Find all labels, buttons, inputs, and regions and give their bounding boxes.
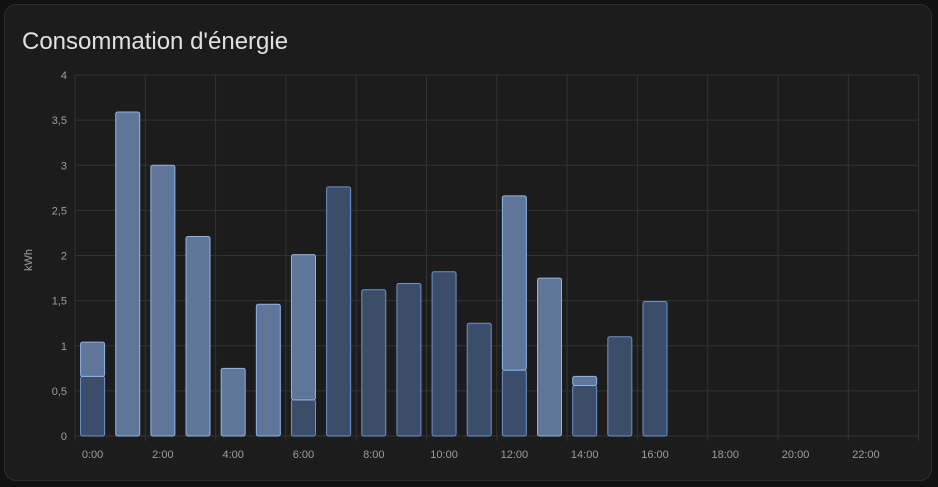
energy-card: Consommation d'énergie 0 0,5 1 1,5 2 2,5 3 3,5 4… bbox=[4, 4, 932, 481]
x-axis-ticks: 0:00 2:00 4:00 6:00 8:00 10:00 12:00 14:00 16:00… bbox=[82, 449, 880, 461]
bar-segment-dark bbox=[80, 375, 106, 437]
bar-segment-light bbox=[220, 367, 246, 437]
y-tick-label: 2,5 bbox=[52, 205, 67, 217]
bar-segment-dark bbox=[572, 384, 598, 437]
y-tick-label: 3 bbox=[61, 160, 67, 172]
x-tick-label: 4:00 bbox=[222, 449, 243, 461]
bar-segment-dark bbox=[431, 271, 457, 437]
x-tick-label: 10:00 bbox=[430, 449, 458, 461]
bar-segment-light bbox=[501, 195, 527, 371]
chart-bars bbox=[80, 111, 668, 437]
bar-segment-light bbox=[572, 375, 598, 386]
x-tick-label: 2:00 bbox=[152, 449, 173, 461]
x-tick-label: 18:00 bbox=[712, 449, 740, 461]
y-tick-label: 1 bbox=[61, 341, 67, 353]
bar-segment-light bbox=[290, 254, 316, 401]
y-axis-ticks: 0 0,5 1 1,5 2 2,5 3 3,5 4 bbox=[52, 70, 67, 443]
bar-segment-dark bbox=[642, 301, 668, 437]
x-tick-label: 0:00 bbox=[82, 449, 103, 461]
x-tick-label: 12:00 bbox=[501, 449, 529, 461]
bar-segment-light bbox=[255, 303, 281, 437]
bar-segment-light bbox=[80, 341, 106, 377]
energy-bar-chart: 0 0,5 1 1,5 2 2,5 3 3,5 4 0:00 2:00 4:00 6:00 8:00 10… bbox=[23, 70, 920, 461]
bar-segment-dark bbox=[290, 399, 316, 437]
bar-segment-light bbox=[185, 236, 211, 437]
x-tick-label: 16:00 bbox=[641, 449, 669, 461]
bar-segment-light bbox=[115, 111, 141, 437]
y-tick-label: 2 bbox=[61, 251, 67, 263]
bar-segment-dark bbox=[396, 282, 422, 437]
y-tick-label: 0,5 bbox=[52, 386, 67, 398]
card-title: Consommation d'énergie bbox=[22, 28, 289, 55]
chart-grid bbox=[74, 74, 920, 441]
bar-segment-dark bbox=[501, 369, 527, 437]
y-tick-label: 4 bbox=[61, 70, 67, 82]
y-tick-label: 1,5 bbox=[52, 296, 67, 308]
bar-segment-light bbox=[537, 277, 563, 437]
x-tick-label: 22:00 bbox=[852, 449, 880, 461]
bar-segment-dark bbox=[607, 336, 633, 437]
x-tick-label: 20:00 bbox=[782, 449, 810, 461]
bar-segment-dark bbox=[466, 322, 492, 437]
y-tick-label: 0 bbox=[61, 431, 67, 443]
bar-segment-light bbox=[150, 164, 176, 437]
bar-segment-dark bbox=[361, 289, 387, 437]
bar-segment-dark bbox=[326, 186, 352, 437]
y-axis-label: kWh bbox=[23, 249, 35, 271]
x-tick-label: 8:00 bbox=[363, 449, 384, 461]
x-tick-label: 14:00 bbox=[571, 449, 599, 461]
y-tick-label: 3,5 bbox=[52, 115, 67, 127]
x-tick-label: 6:00 bbox=[293, 449, 314, 461]
